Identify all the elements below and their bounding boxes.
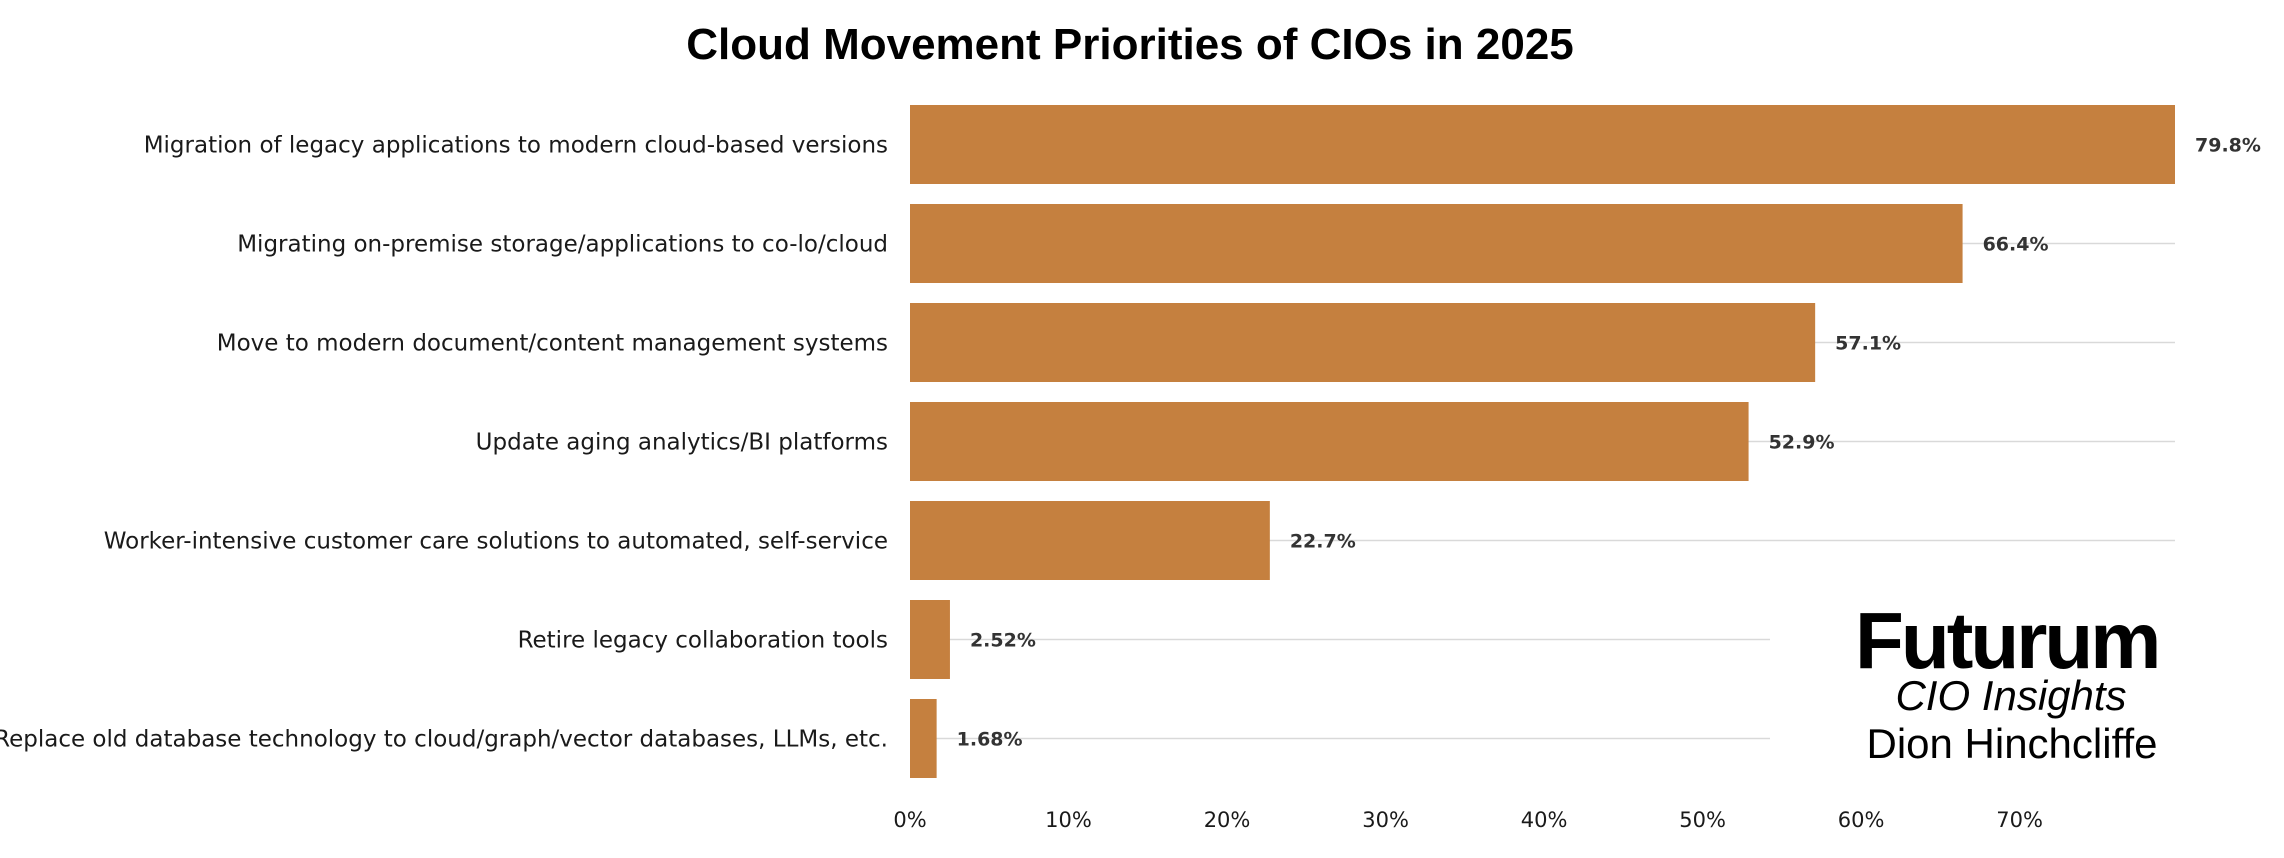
bar — [910, 501, 1270, 580]
category-label: Retire legacy collaboration tools — [518, 628, 888, 654]
value-label: 2.52% — [970, 630, 1036, 652]
brand-subtitle: CIO Insights — [1895, 672, 2126, 719]
bar — [910, 204, 1963, 283]
x-tick-label: 20% — [1204, 808, 1251, 832]
bar — [910, 105, 2175, 184]
category-label: Worker-intensive customer care solutions… — [104, 529, 888, 555]
bars — [910, 105, 2175, 778]
category-label: Replace old database technology to cloud… — [0, 727, 888, 753]
category-label: Move to modern document/content manageme… — [217, 331, 888, 357]
x-tick-label: 60% — [1838, 808, 1885, 832]
value-label: 22.7% — [1290, 531, 1356, 553]
futurum-branding: Futurum CIO Insights Dion Hinchcliffe — [1855, 596, 2161, 767]
futurum-logo: Futurum — [1855, 596, 2158, 685]
value-label: 52.9% — [1769, 432, 1835, 454]
bar — [910, 600, 950, 679]
bar — [910, 402, 1749, 481]
category-labels: Migration of legacy applications to mode… — [0, 133, 888, 753]
x-axis-ticks: 0% 10% 20% 30% 40% 50% 60% 70% — [893, 808, 2043, 832]
x-tick-label: 0% — [893, 808, 926, 832]
bar — [910, 699, 937, 778]
bar — [910, 303, 1816, 382]
category-label: Migrating on-premise storage/application… — [237, 232, 888, 258]
x-tick-label: 70% — [1996, 808, 2043, 832]
category-label: Update aging analytics/BI platforms — [476, 430, 888, 456]
value-label: 1.68% — [957, 729, 1023, 751]
x-tick-label: 30% — [1362, 808, 1409, 832]
value-labels: 79.8% 66.4% 57.1% 52.9% 22.7% 2.52% 1.68% — [957, 135, 2261, 751]
value-label: 57.1% — [1835, 333, 1901, 355]
brand-author: Dion Hinchcliffe — [1866, 720, 2157, 767]
value-label: 66.4% — [1983, 234, 2049, 256]
chart-title: Cloud Movement Priorities of CIOs in 202… — [686, 20, 1574, 69]
x-tick-label: 10% — [1045, 808, 1092, 832]
category-label: Migration of legacy applications to mode… — [144, 133, 888, 159]
x-tick-label: 40% — [1521, 808, 1568, 832]
x-tick-label: 50% — [1679, 808, 1726, 832]
value-label: 79.8% — [2195, 135, 2261, 157]
